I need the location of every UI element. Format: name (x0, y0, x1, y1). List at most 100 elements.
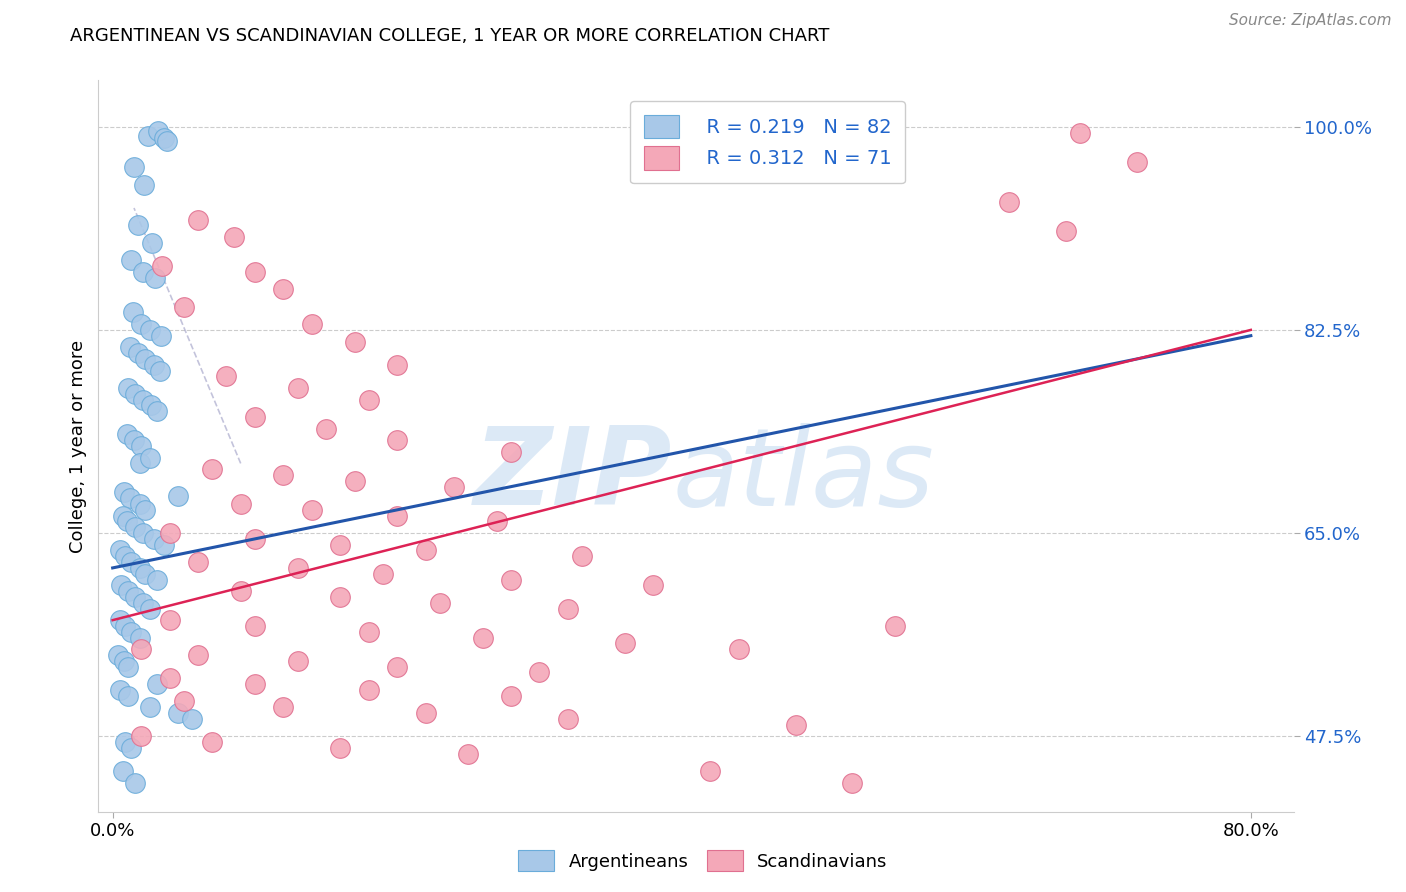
Point (841, 775, 863, 789)
Point (118, 340, 141, 354)
Point (1054, 224, 1077, 238)
Point (173, 694, 195, 708)
Point (643, 578, 665, 592)
Point (141, 235, 163, 250)
Point (243, 265, 266, 279)
Point (243, 532, 266, 546)
Point (142, 532, 165, 546)
Point (499, 573, 522, 587)
Point (273, 700, 295, 714)
Point (557, 712, 579, 726)
Point (557, 601, 579, 615)
Point (115, 427, 138, 442)
Legend: Argentineans, Scandinavians: Argentineans, Scandinavians (510, 843, 896, 879)
Point (108, 682, 131, 697)
Point (124, 520, 146, 534)
Point (343, 334, 366, 349)
Point (124, 590, 146, 604)
Point (167, 706, 190, 720)
Point (128, 497, 150, 511)
Point (187, 555, 209, 569)
Point (613, 636, 636, 650)
Point (243, 677, 266, 691)
Point (150, 328, 173, 343)
Point (499, 445, 522, 459)
Point (120, 740, 142, 755)
Point (134, 503, 156, 517)
Point (142, 358, 165, 372)
Point (117, 381, 139, 395)
Point (443, 480, 465, 494)
Point (727, 642, 749, 657)
Point (229, 497, 252, 511)
Point (128, 631, 150, 645)
Point (385, 659, 409, 673)
Point (201, 735, 224, 749)
Point (371, 566, 394, 581)
Point (998, 195, 1021, 210)
Point (884, 619, 907, 633)
Point (111, 508, 134, 523)
Point (173, 300, 195, 314)
Point (138, 323, 160, 337)
Point (129, 317, 152, 331)
Point (114, 619, 136, 633)
Point (457, 747, 479, 761)
Point (117, 584, 139, 599)
Point (785, 717, 807, 731)
Point (118, 491, 141, 506)
Point (571, 549, 593, 564)
Point (357, 392, 380, 407)
Text: atlas: atlas (672, 423, 934, 528)
Point (1126, 154, 1149, 169)
Legend:   R = 0.219   N = 82,   R = 0.312   N = 71: R = 0.219 N = 82, R = 0.312 N = 71 (630, 101, 905, 184)
Point (128, 457, 150, 471)
Point (273, 468, 295, 483)
Point (136, 128, 159, 143)
Point (471, 631, 494, 645)
Point (156, 134, 179, 148)
Point (343, 474, 366, 488)
Point (120, 253, 142, 268)
Y-axis label: College, 1 year or more: College, 1 year or more (69, 340, 87, 552)
Point (315, 421, 337, 435)
Point (134, 351, 156, 366)
Point (145, 677, 167, 691)
Point (145, 573, 167, 587)
Point (112, 485, 135, 500)
Point (114, 735, 136, 749)
Point (131, 596, 153, 610)
Point (143, 270, 166, 285)
Point (159, 526, 181, 541)
Point (129, 642, 152, 657)
Point (415, 543, 437, 558)
Point (117, 689, 139, 703)
Point (131, 392, 153, 407)
Point (1069, 126, 1091, 140)
Point (134, 566, 156, 581)
Point (357, 682, 380, 697)
Point (120, 624, 142, 639)
Point (287, 654, 309, 668)
Point (429, 596, 451, 610)
Point (121, 305, 143, 319)
Point (301, 503, 323, 517)
Point (112, 654, 135, 668)
Point (187, 212, 209, 227)
Point (132, 178, 155, 192)
Point (243, 619, 266, 633)
Point (124, 775, 146, 789)
Point (127, 346, 149, 360)
Point (159, 671, 181, 685)
Point (222, 230, 245, 244)
Point (357, 624, 380, 639)
Point (127, 219, 149, 233)
Point (329, 740, 352, 755)
Point (138, 450, 160, 465)
Point (415, 706, 437, 720)
Point (131, 265, 153, 279)
Point (485, 515, 508, 529)
Point (152, 259, 174, 273)
Point (149, 363, 172, 377)
Point (107, 648, 129, 662)
